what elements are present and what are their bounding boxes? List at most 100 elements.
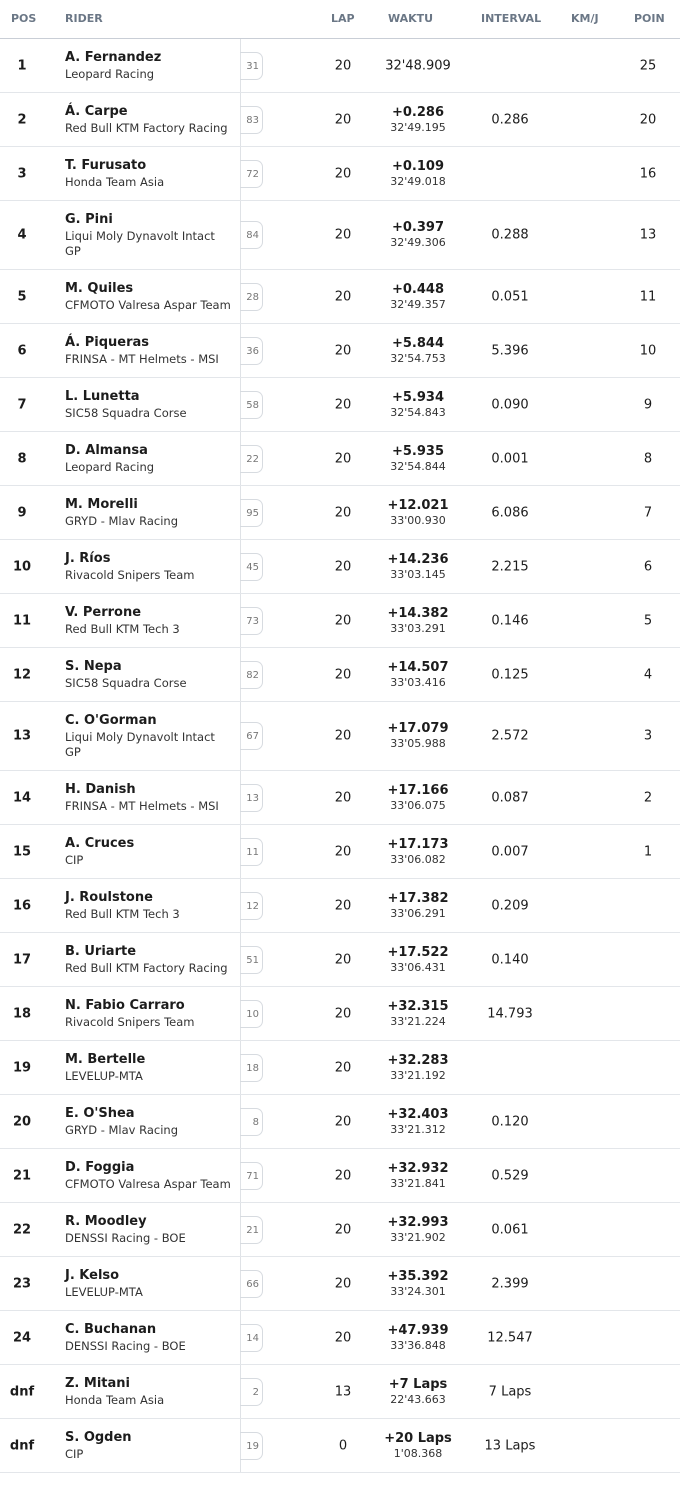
- column-divider: [240, 270, 241, 323]
- laps: 20: [334, 844, 352, 859]
- rider-name: M. Bertelle: [65, 1052, 146, 1067]
- points: 8: [643, 451, 653, 466]
- rider-number: 13: [240, 783, 263, 812]
- result-row: Á. Carpe Red Bull KTM Factory Racing 2 83 20…: [0, 93, 680, 147]
- column-divider: [240, 594, 241, 647]
- result-row: M. Quiles CFMOTO Valresa Aspar Team 5 28 20 +…: [0, 270, 680, 324]
- rider-team: DENSSI Racing - BOE: [65, 1231, 186, 1245]
- column-divider: [240, 648, 241, 701]
- rider-name: V. Perrone: [65, 605, 142, 620]
- rider-cell: R. Moodley DENSSI Racing - BOE: [65, 1203, 233, 1256]
- time-cell: +7 Laps 22'43.663: [372, 1377, 464, 1407]
- position: 22: [12, 1222, 32, 1237]
- time-cell: +32.315 33'21.224: [372, 999, 464, 1029]
- rider-number: 10: [240, 999, 263, 1028]
- laps: 0: [338, 1438, 348, 1453]
- rider-number: 28: [240, 282, 263, 311]
- time-cell: +17.522 33'06.431: [372, 945, 464, 975]
- rider-number: 45: [240, 552, 263, 581]
- time-cell: +14.507 33'03.416: [372, 660, 464, 690]
- time-cell: +32.283 33'21.192: [372, 1053, 464, 1083]
- rider-team: LEVELUP-MTA: [65, 1069, 143, 1083]
- result-row: C. Buchanan DENSSI Racing - BOE 24 14 20 +47.…: [0, 1311, 680, 1365]
- time-cell: +32.932 33'21.841: [372, 1161, 464, 1191]
- position: 19: [12, 1060, 32, 1075]
- total-time: 33'06.431: [390, 960, 446, 974]
- column-divider: [240, 1365, 241, 1418]
- column-divider: [240, 1257, 241, 1310]
- rider-cell: V. Perrone Red Bull KTM Tech 3: [65, 594, 233, 647]
- rider-team: Red Bull KTM Factory Racing: [65, 121, 228, 135]
- rider-team: CFMOTO Valresa Aspar Team: [65, 298, 231, 312]
- total-time: 33'36.848: [390, 1338, 446, 1352]
- total-time: 32'48.909: [385, 58, 451, 73]
- rider-number: 83: [240, 105, 263, 134]
- rider-number: 21: [240, 1215, 263, 1244]
- total-time: 33'21.902: [390, 1230, 446, 1244]
- position: 15: [12, 844, 32, 859]
- time-gap: +17.079: [387, 721, 449, 736]
- rider-team: GRYD - Mlav Racing: [65, 514, 179, 528]
- laps: 20: [334, 1114, 352, 1129]
- rider-number: 71: [240, 1161, 263, 1190]
- rider-number: 95: [240, 498, 263, 527]
- total-time: 33'21.841: [390, 1176, 446, 1190]
- points: 11: [639, 289, 657, 304]
- time-cell: +0.448 32'49.357: [372, 282, 464, 312]
- interval: 5.396: [491, 343, 529, 358]
- header-speed: KM/J: [571, 12, 599, 25]
- column-divider: [240, 1149, 241, 1202]
- rider-number: 18: [240, 1053, 263, 1082]
- laps: 20: [334, 790, 352, 805]
- column-divider: [240, 1041, 241, 1094]
- column-divider: [240, 879, 241, 932]
- position: dnf: [9, 1438, 35, 1453]
- result-row: A. Cruces CIP 15 11 20 +17.173 33'06.082 0.007 1: [0, 825, 680, 879]
- header-lap: LAP: [331, 12, 355, 25]
- total-time: 32'54.843: [390, 405, 446, 419]
- result-row: D. Foggia CFMOTO Valresa Aspar Team 21 71 20…: [0, 1149, 680, 1203]
- rider-name: H. Danish: [65, 782, 136, 797]
- laps: 20: [334, 166, 352, 181]
- laps: 20: [334, 1060, 352, 1075]
- result-row: Á. Piqueras FRINSA - MT Helmets - MSI 6 36 2…: [0, 324, 680, 378]
- interval: 0.146: [491, 613, 529, 628]
- laps: 20: [334, 397, 352, 412]
- points: 2: [643, 790, 653, 805]
- time-cell: +0.109 32'49.018: [372, 159, 464, 189]
- total-time: 32'49.306: [390, 236, 446, 249]
- time-gap: +32.283: [387, 1052, 449, 1068]
- rider-team: Rivacold Snipers Team: [65, 1015, 195, 1029]
- rider-cell: N. Fabio Carraro Rivacold Snipers Team: [65, 987, 233, 1040]
- column-divider: [240, 702, 241, 770]
- time-cell: +47.939 33'36.848: [372, 1323, 464, 1353]
- rider-cell: Z. Mitani Honda Team Asia: [65, 1365, 233, 1418]
- rider-team: Honda Team Asia: [65, 175, 165, 189]
- column-divider: [240, 201, 241, 269]
- time-gap: +32.993: [387, 1214, 449, 1230]
- time-cell: +17.079 33'05.988: [372, 721, 464, 751]
- total-time: 32'49.018: [390, 174, 446, 188]
- time-cell: +32.403 33'21.312: [372, 1107, 464, 1137]
- column-divider: [240, 825, 241, 878]
- rider-cell: J. Kelso LEVELUP-MTA: [65, 1257, 233, 1310]
- interval: 0.051: [491, 289, 529, 304]
- position: 2: [17, 112, 27, 127]
- total-time: 33'03.416: [390, 675, 446, 689]
- position: dnf: [9, 1384, 35, 1399]
- interval: 0.140: [491, 952, 529, 967]
- rider-cell: M. Bertelle LEVELUP-MTA: [65, 1041, 233, 1094]
- rider-number: 58: [240, 390, 263, 419]
- rider-team: Liqui Moly Dynavolt Intact GP: [65, 730, 215, 759]
- result-row: M. Bertelle LEVELUP-MTA 19 18 20 +32.283 33'21…: [0, 1041, 680, 1095]
- rider-number: 31: [240, 51, 263, 80]
- time-cell: +17.166 33'06.075: [372, 783, 464, 813]
- interval: 2.572: [491, 728, 529, 744]
- time-gap: +12.021: [387, 497, 449, 513]
- rider-name: S. Ogden: [65, 1430, 132, 1445]
- rider-name: J. Kelso: [65, 1268, 120, 1283]
- points: 10: [639, 343, 657, 358]
- column-divider: [240, 540, 241, 593]
- result-row: Z. Mitani Honda Team Asia dnf 2 13 +7 Laps 22'…: [0, 1365, 680, 1419]
- time-gap: +5.935: [391, 443, 444, 459]
